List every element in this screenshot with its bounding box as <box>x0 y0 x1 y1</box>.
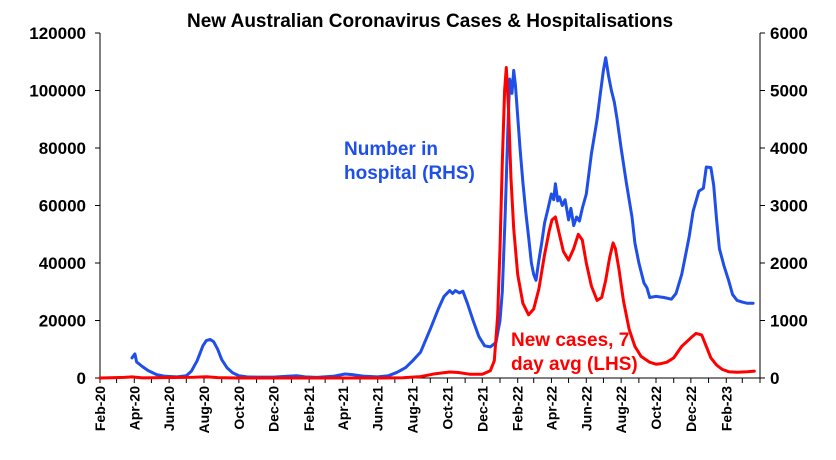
x-tick-label: Dec-20 <box>266 386 282 432</box>
x-tick-label: Apr-22 <box>543 386 559 431</box>
y-right-tick-label: 1000 <box>770 312 808 331</box>
x-tick-label: Feb-23 <box>718 386 734 431</box>
y-right-tick-label: 6000 <box>770 24 808 43</box>
y-left-tick-label: 40000 <box>39 254 86 273</box>
x-tick-label: Oct-20 <box>231 386 247 430</box>
y-right-tick-label: 4000 <box>770 139 808 158</box>
hospital-annotation-line: hospital (RHS) <box>344 163 475 184</box>
cases-annotation-line: day avg (LHS) <box>511 354 638 375</box>
chart-title: New Australian Coronavirus Cases & Hospi… <box>187 11 673 32</box>
cases-annotation: New cases, 7 day avg (LHS) <box>511 330 638 375</box>
x-tick-label: Jun-22 <box>578 386 594 431</box>
y-left-tick-label: 60000 <box>39 197 86 216</box>
x-tick-label: Aug-21 <box>405 386 421 434</box>
x-tick-label: Apr-21 <box>335 386 351 431</box>
x-tick-label: Aug-22 <box>613 386 629 434</box>
x-tick-label: Feb-22 <box>510 386 526 431</box>
y-left-tick-label: 100000 <box>29 82 86 101</box>
x-tick-label: Jun-20 <box>161 386 177 431</box>
y-right-tick-label: 2000 <box>770 254 808 273</box>
x-tick-label: Dec-22 <box>683 386 699 432</box>
x-tick-label: Aug-20 <box>196 386 212 434</box>
hospital-annotation-line: Number in <box>344 139 438 160</box>
hospital-annotation: Number in hospital (RHS) <box>344 139 475 184</box>
y-right-tick-label: 3000 <box>770 197 808 216</box>
y-right-tick-label: 0 <box>770 369 779 388</box>
y-left-tick-label: 20000 <box>39 312 86 331</box>
y-right-tick-label: 5000 <box>770 82 808 101</box>
y-left-tick-label: 0 <box>77 369 86 388</box>
x-tick-label: Feb-21 <box>301 386 317 431</box>
cases-annotation-line: New cases, 7 <box>511 330 629 351</box>
x-tick-label: Apr-20 <box>126 386 142 431</box>
y-left-tick-label: 80000 <box>39 139 86 158</box>
x-tick-label: Oct-21 <box>439 386 455 430</box>
x-tick-label: Jun-21 <box>370 386 386 431</box>
x-tick-label: Feb-20 <box>92 386 108 431</box>
x-tick-label: Dec-21 <box>474 386 490 432</box>
x-tick-label: Oct-22 <box>648 386 664 430</box>
y-left-tick-label: 120000 <box>29 24 86 43</box>
cases-series-line <box>98 66 756 380</box>
